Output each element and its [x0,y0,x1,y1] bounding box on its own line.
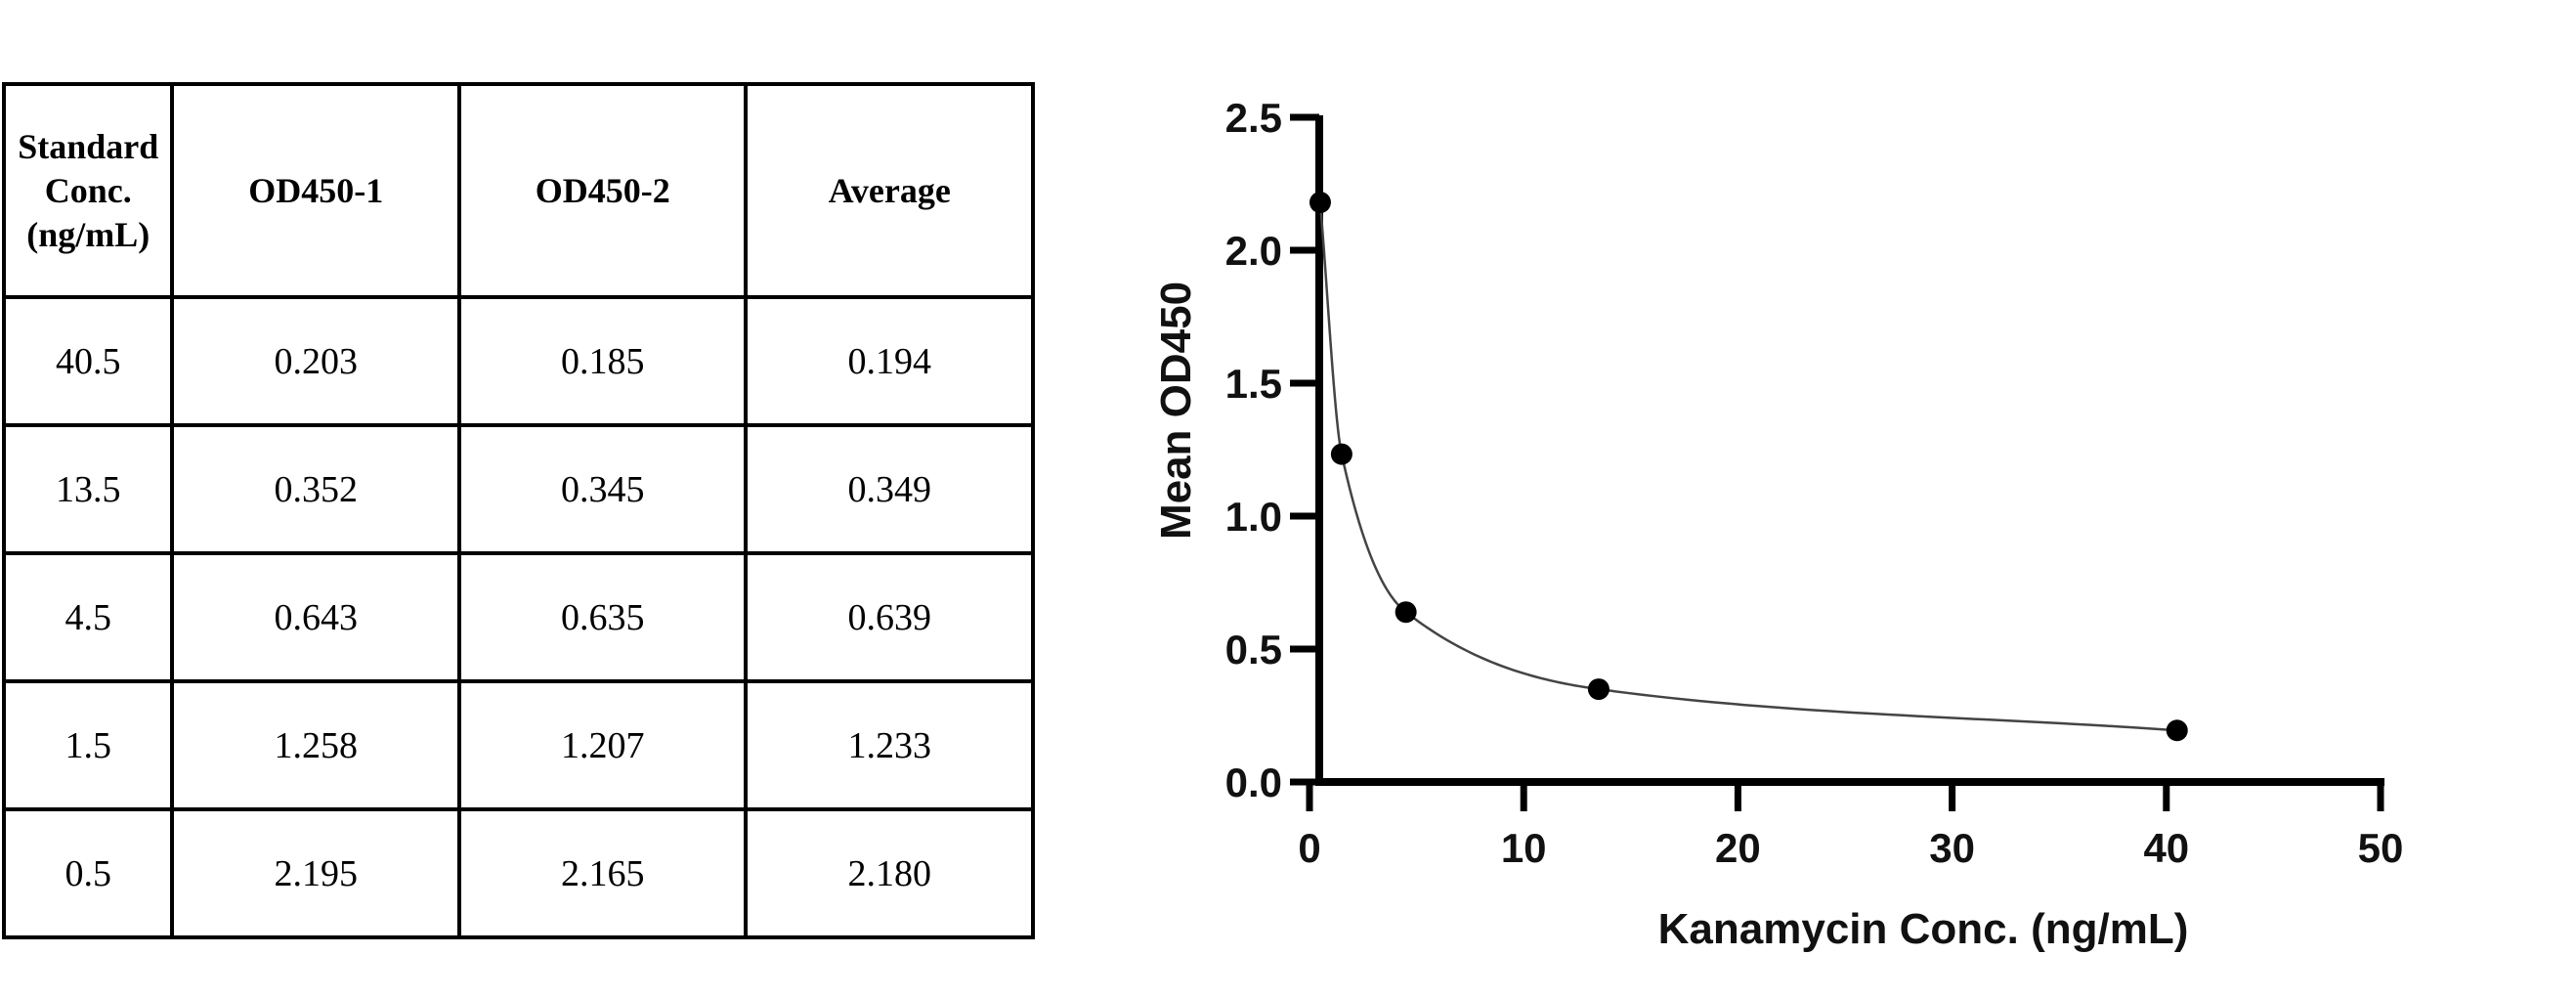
standard-table-container: Standard Conc. (ng/mL) OD450-1 OD450-2 Ave… [1,82,1035,939]
header-od450-2: OD450-2 [456,82,749,299]
header-standard-conc: Standard Conc. (ng/mL) [1,82,175,299]
data-point [1309,192,1331,214]
cell-standard-conc: 1.5 [1,679,175,811]
table-row: 1.5 1.258 1.207 1.233 [1,679,1035,811]
x-axis-label: Kanamycin Conc. (ng/mL) [1658,905,2189,953]
cell-od450-2: 0.635 [456,551,749,683]
cell-od450-1: 0.203 [170,295,461,427]
cell-average: 0.194 [744,295,1035,427]
table-header-row: Standard Conc. (ng/mL) OD450-1 OD450-2 Ave… [1,82,1035,299]
cell-standard-conc: 13.5 [1,423,175,555]
x-tick-label: 0 [1298,825,1320,871]
cell-od450-2: 1.207 [456,679,749,811]
table-row: 4.5 0.643 0.635 0.639 [1,551,1035,683]
data-points-group [1309,192,2188,742]
data-point [1330,443,1352,465]
header-average: Average [744,82,1035,299]
cell-od450-1: 0.643 [170,551,461,683]
header-od450-1: OD450-1 [170,82,461,299]
y-tick-label: 0.0 [1225,759,1282,805]
od450-standard-curve-chart: 0.0 0.5 1.0 1.5 2.0 2.5 0 10 20 30 40 50 Kanamycin … [1152,95,2404,953]
chart-container: 0.0 0.5 1.0 1.5 2.0 2.5 0 10 20 30 40 50 Kanamycin … [1114,0,2576,993]
cell-average: 0.349 [744,423,1035,555]
data-point [1395,601,1417,624]
cell-standard-conc: 4.5 [1,551,175,683]
table-row: 13.5 0.352 0.345 0.349 [1,423,1035,555]
data-point [2166,719,2188,742]
y-tick-label: 1.0 [1225,494,1282,540]
table-row: 40.5 0.203 0.185 0.194 [1,295,1035,427]
x-tick-label: 20 [1715,825,1761,871]
standard-curve-table: Standard Conc. (ng/mL) OD450-1 OD450-2 Ave… [1,82,1035,939]
fit-curve-line [1318,201,2177,732]
x-tick-label: 40 [2143,825,2189,871]
cell-od450-1: 0.352 [170,423,461,555]
table-body: 40.5 0.203 0.185 0.194 13.5 0.352 0.345 0.349 4.… [1,295,1035,939]
cell-standard-conc: 40.5 [1,295,175,427]
x-tick-label: 10 [1501,825,1547,871]
cell-average: 1.233 [744,679,1035,811]
y-tick-label: 1.5 [1225,361,1282,407]
cell-od450-2: 0.185 [456,295,749,427]
x-tick-label: 30 [1929,825,1975,871]
cell-od450-1: 1.258 [170,679,461,811]
cell-od450-2: 2.165 [456,807,749,939]
data-point [1587,678,1610,701]
cell-od450-2: 0.345 [456,423,749,555]
table-row: 0.5 2.195 2.165 2.180 [1,807,1035,939]
axes-group: 0.0 0.5 1.0 1.5 2.0 2.5 0 10 20 30 40 50 [1225,95,2404,871]
cell-standard-conc: 0.5 [1,807,175,939]
cell-average: 2.180 [744,807,1035,939]
y-tick-label: 2.5 [1225,95,1282,141]
y-tick-label: 2.0 [1225,228,1282,274]
cell-average: 0.639 [744,551,1035,683]
y-tick-label: 0.5 [1225,627,1282,673]
cell-od450-1: 2.195 [170,807,461,939]
x-tick-label: 50 [2358,825,2404,871]
y-axis-label: Mean OD450 [1152,282,1200,540]
